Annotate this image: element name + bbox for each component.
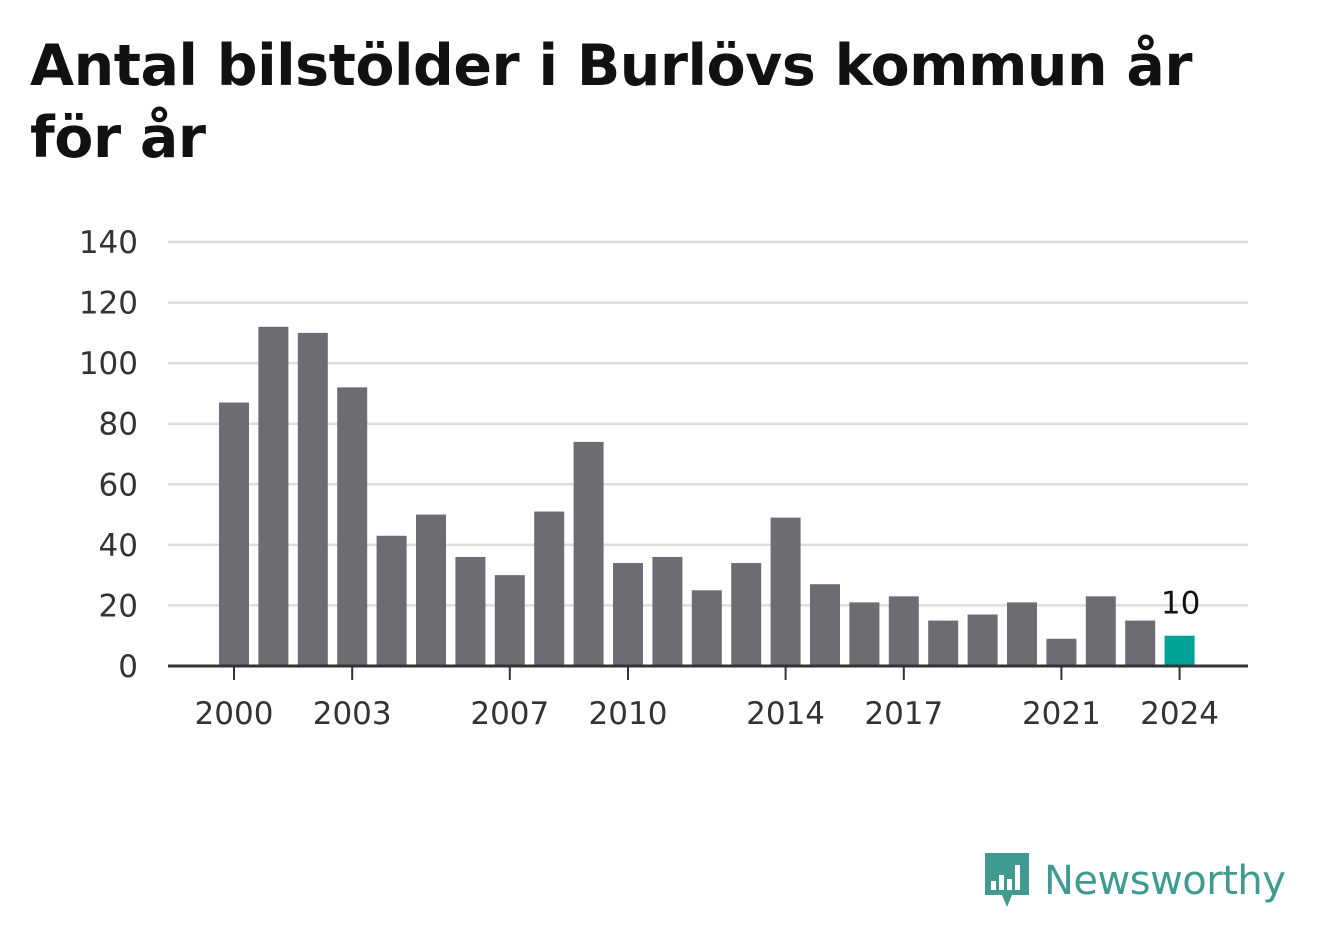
bar-2009 bbox=[573, 441, 604, 666]
bar-2015 bbox=[810, 584, 840, 666]
brand-name: Newsworthy bbox=[1044, 858, 1286, 904]
bar-2018 bbox=[928, 620, 959, 666]
value-labels: 10 bbox=[1161, 586, 1200, 622]
value-label-2024: 10 bbox=[1161, 586, 1200, 622]
y-tick-label: 100 bbox=[79, 346, 138, 382]
bar-2021 bbox=[1046, 638, 1077, 666]
x-tick-label: 2014 bbox=[746, 696, 825, 732]
bar-2012 bbox=[691, 590, 722, 666]
bar-2016 bbox=[849, 602, 880, 666]
bar-2005 bbox=[416, 514, 446, 666]
y-tick-label: 0 bbox=[118, 649, 138, 685]
x-tick-label: 2024 bbox=[1140, 696, 1219, 732]
newsworthy-logo: Newsworthy bbox=[982, 850, 1286, 912]
y-tick-label: 140 bbox=[79, 225, 138, 261]
bar-2006 bbox=[455, 556, 486, 666]
bar-2013 bbox=[731, 563, 762, 666]
bar-2019 bbox=[967, 614, 998, 666]
bar-2001 bbox=[258, 326, 289, 666]
y-tick-label: 20 bbox=[99, 588, 138, 624]
bar-2024 bbox=[1164, 635, 1195, 666]
bar-2020 bbox=[1007, 602, 1037, 666]
x-tick-label: 2021 bbox=[1022, 696, 1101, 732]
bar-2007 bbox=[494, 575, 525, 666]
bar-2023 bbox=[1125, 620, 1156, 666]
chart-title: Antal bilstölder i Burlövs kommun år för… bbox=[30, 33, 1193, 171]
bar-2014 bbox=[770, 517, 801, 666]
y-tick-label: 120 bbox=[79, 286, 138, 322]
bar-2002 bbox=[297, 332, 328, 666]
bar-2004 bbox=[376, 535, 407, 666]
y-tick-label: 40 bbox=[99, 528, 138, 564]
x-tick-label: 2017 bbox=[864, 696, 943, 732]
newsworthy-logo-icon bbox=[985, 853, 1029, 907]
y-tick-label: 80 bbox=[99, 407, 138, 443]
x-axis-ticks: 2000 2003 2007 2010 2014 2017 2021 2024 bbox=[195, 666, 1219, 732]
bar-2000 bbox=[219, 402, 249, 666]
grid-lines bbox=[168, 240, 1248, 607]
bar-2017 bbox=[888, 596, 919, 666]
x-tick-label: 2000 bbox=[195, 696, 274, 732]
y-tick-label: 60 bbox=[99, 467, 138, 503]
y-axis-ticks: 0 20 40 60 80 100 120 140 bbox=[79, 225, 138, 685]
bars bbox=[219, 326, 1195, 666]
bar-2022 bbox=[1085, 596, 1116, 666]
bar-2003 bbox=[337, 387, 368, 666]
bar-2008 bbox=[534, 511, 565, 666]
x-tick-label: 2007 bbox=[470, 696, 549, 732]
x-tick-label: 2003 bbox=[313, 696, 392, 732]
x-tick-label: 2010 bbox=[589, 696, 668, 732]
bar-2011 bbox=[652, 556, 683, 666]
bar-2010 bbox=[613, 563, 643, 666]
